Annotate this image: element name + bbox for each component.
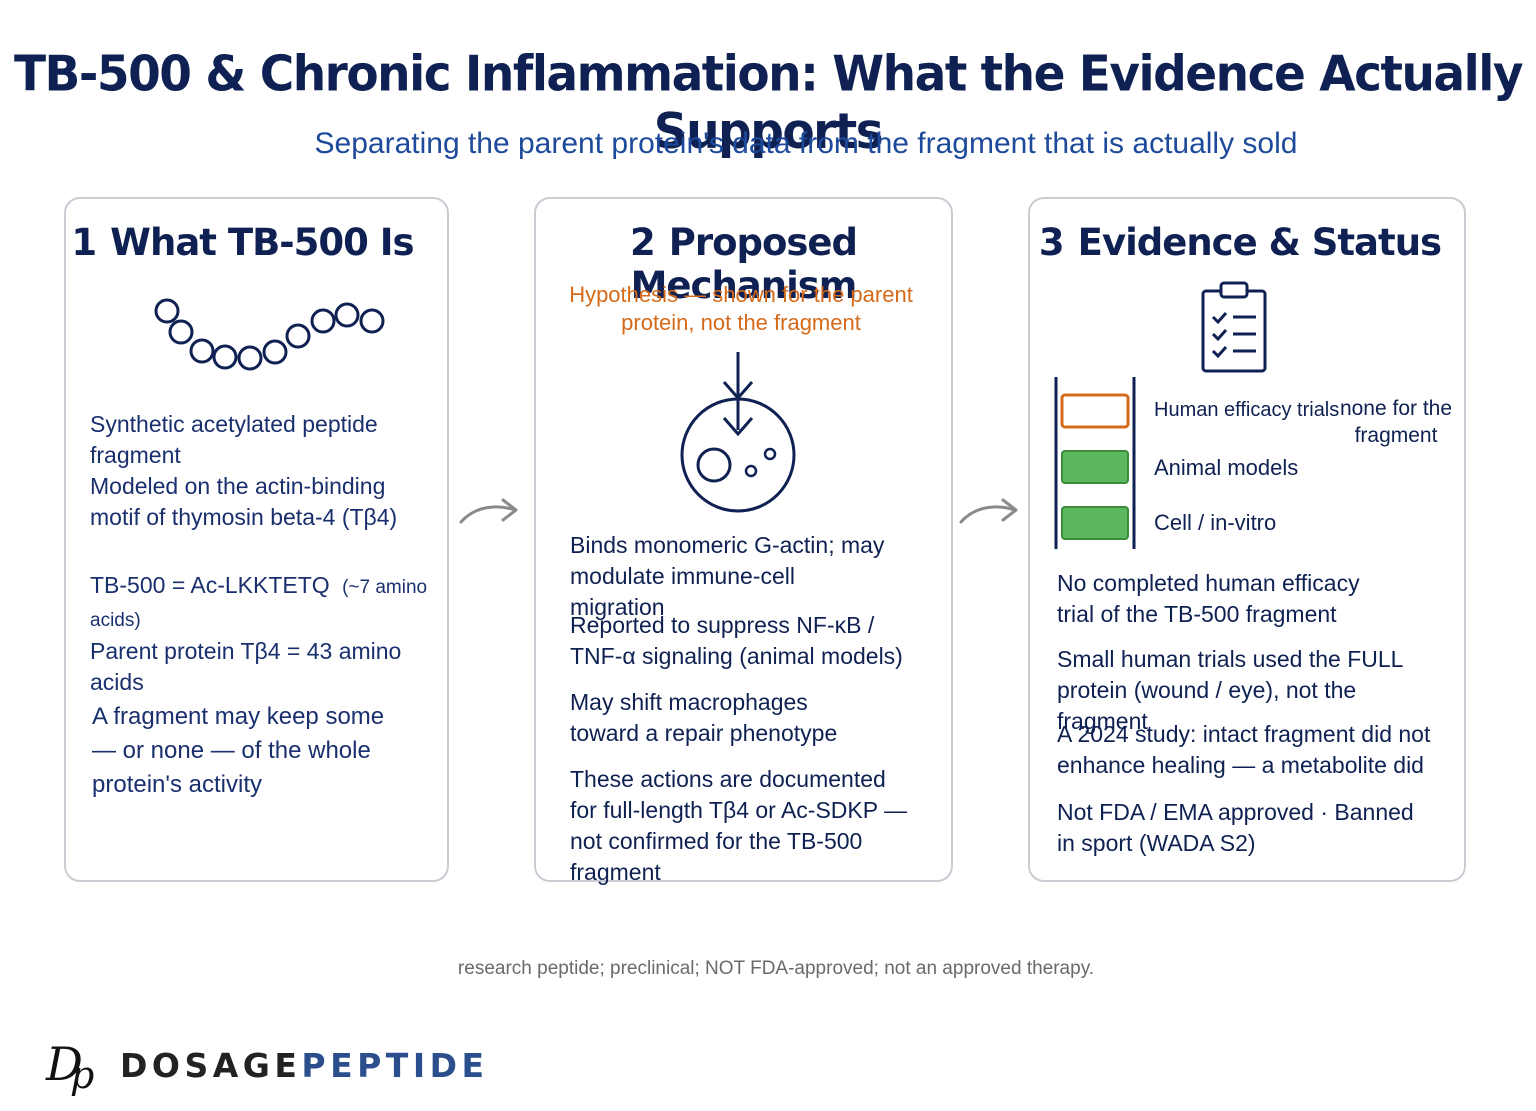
ladder-note-human: none for the fragment [1339, 397, 1453, 447]
page-title: TB-500 & Chronic Inflammation: What the … [14, 45, 1523, 161]
card-1-item-2: Modeled on the actin-binding motif of th… [90, 473, 398, 530]
brand-wordmark: DOSAGEPEPTIDE [120, 1046, 489, 1085]
card-2-title: 2 Proposed Mechanism [536, 221, 951, 307]
card-2-item-2: Reported to suppress NF-κB / TNF-α signa… [570, 612, 903, 669]
card-3-item-3: A 2024 study: intact fragment did not en… [1057, 721, 1431, 778]
brand-logo-icon: D p [44, 1036, 108, 1101]
card-1-formula: TB-500 = Ac-LKKTETQ [90, 572, 330, 598]
card-1-title: 1 What TB-500 Is [52, 221, 433, 264]
card-1-formula-note: (~7 amino acids) [90, 577, 428, 631]
card-1-item-5: A fragment may keep some — or none — of … [92, 703, 385, 798]
page-subtitle: Separating the parent protein's data fro… [314, 127, 1298, 160]
evidence-ladder [1054, 377, 1136, 549]
brand-part-2: PEPTIDE [301, 1046, 489, 1085]
card-2-heading: Proposed Mechanism [630, 221, 858, 307]
card-what-tb500-is: 1 What TB-500 Is Synthetic acetylated pep… [64, 197, 449, 882]
card-3-item-2: Small human trials used the FULL protein… [1057, 646, 1403, 734]
card-proposed-mechanism: 2 Proposed Mechanism Hypothesis — shown f… [534, 197, 953, 885]
cell-binding-icon [680, 352, 796, 513]
clipboard-checklist-icon [1201, 281, 1267, 373]
card-3-title: 3 Evidence & Status [1023, 221, 1457, 264]
card-3-item-1: No completed human efficacy trial of the… [1057, 570, 1360, 627]
card-2-number: 2 [629, 221, 656, 264]
ladder-rung-human [1060, 393, 1130, 429]
peptide-chain-icon [154, 298, 385, 371]
disclaimer-footnote: research peptide; preclinical; NOT FDA-a… [457, 958, 1095, 979]
ladder-label-animal: Animal models [1154, 455, 1299, 480]
card-2-hypothesis-note: Hypothesis — shown for the parent protei… [569, 282, 913, 335]
card-1-heading: What TB-500 Is [110, 221, 414, 264]
card-2-item-3: May shift macrophages toward a repair ph… [570, 689, 838, 746]
arrow-right-icon [959, 498, 1018, 524]
svg-text:p: p [70, 1053, 94, 1096]
arrow-right-icon [459, 498, 518, 524]
svg-text:D: D [45, 1037, 83, 1091]
card-3-heading: Evidence & Status [1077, 221, 1442, 264]
card-3-number: 3 [1038, 221, 1065, 264]
card-1-number: 1 [71, 221, 97, 264]
ladder-rung-animal [1061, 450, 1129, 484]
card-3-item-4: Not FDA / EMA approved · Banned in sport… [1057, 799, 1414, 856]
ladder-label-cell: Cell / in-vitro [1154, 510, 1277, 535]
ladder-rung-cell [1061, 506, 1129, 540]
ladder-label-human: Human efficacy trials [1154, 399, 1340, 421]
card-1-item-3: TB-500 = Ac-LKKTETQ (~7 amino acids) [90, 570, 445, 636]
card-2-item-1: Binds monomeric G-actin; may modulate im… [570, 532, 885, 620]
brand-part-1: DOSAGE [120, 1046, 302, 1085]
card-2-item-4: These actions are documented for full-le… [570, 766, 908, 885]
card-1-item-1: Synthetic acetylated peptide fragment [90, 411, 378, 468]
card-evidence-status: 3 Evidence & Status Human efficacy trials… [1028, 197, 1466, 882]
card-1-item-4: Parent protein Tβ4 = 43 amino acids [90, 638, 402, 695]
